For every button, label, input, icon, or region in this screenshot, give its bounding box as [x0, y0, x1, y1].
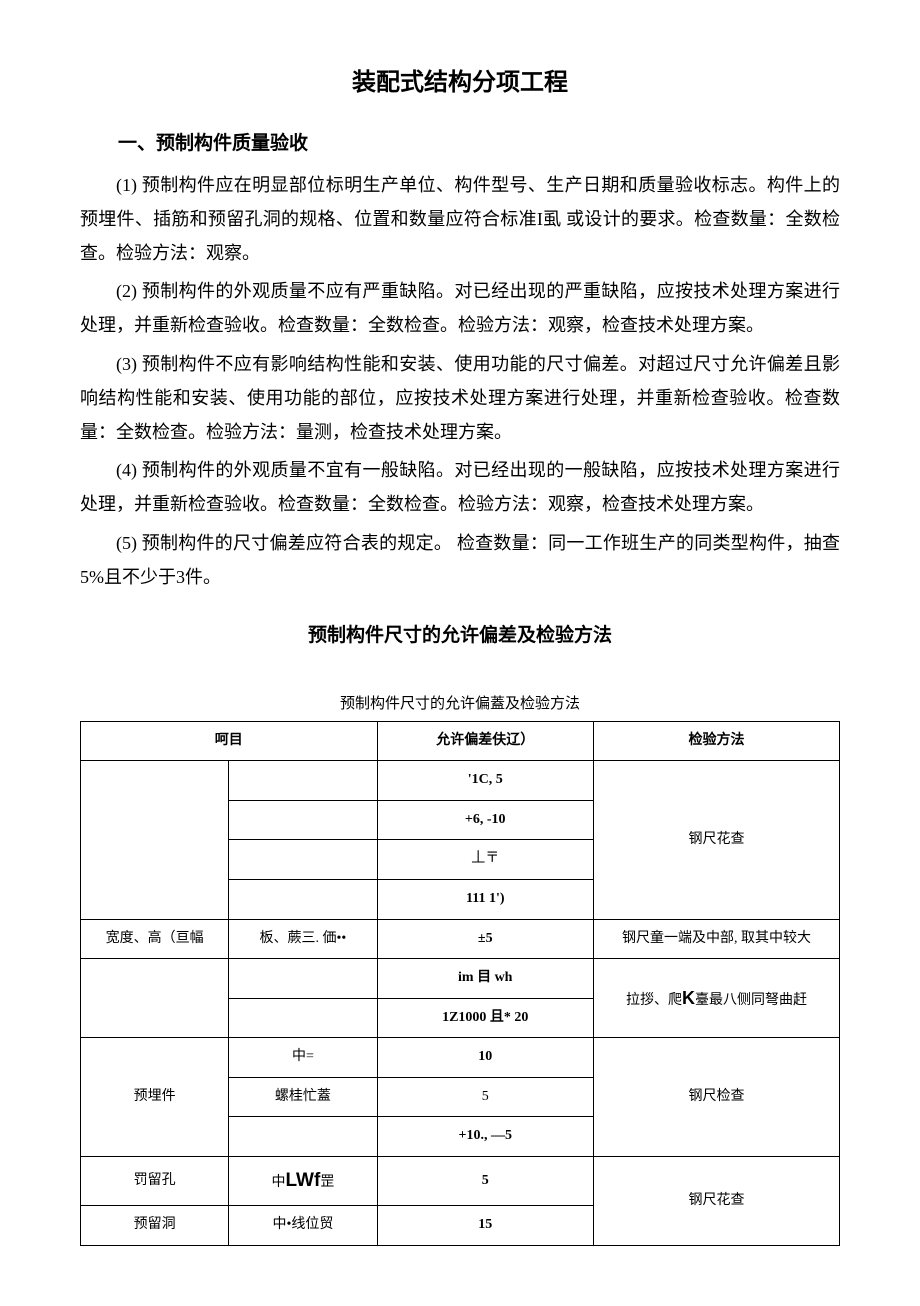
- table-row: 罚留孔 中LWf罡 5 钢尺花查: [81, 1157, 840, 1206]
- cell: 罚留孔: [81, 1157, 229, 1206]
- cell: [229, 1117, 377, 1157]
- cell: [81, 761, 229, 919]
- table-subtitle: 预制构件尺寸的允许偏差及检验方法: [80, 618, 840, 654]
- cell: +10., —5: [377, 1117, 593, 1157]
- document-title: 装配式结构分项工程: [80, 60, 840, 106]
- cell: 中LWf罡: [229, 1157, 377, 1206]
- cell: 拉拶、爬K臺最八侧同弩曲赶: [593, 959, 839, 1038]
- cell: [229, 800, 377, 840]
- paragraph-4: (4) 预制构件的外观质量不宜有一般缺陷。对已经出现的一般缺陷，应按技术处理方案…: [80, 453, 840, 521]
- cell: '1C, 5: [377, 761, 593, 801]
- cell: 预埋件: [81, 1038, 229, 1157]
- cell: 111 1'): [377, 879, 593, 919]
- cell: 螺桂忙蓋: [229, 1077, 377, 1117]
- table-row: 预埋件 中= 10 钢尺检查: [81, 1038, 840, 1078]
- cell: 钢尺花查: [593, 761, 839, 919]
- tolerance-table: 呵目 允许偏差伕辽） 检验方法 '1C, 5 钢尺花查 +6, -10 丄〒 1…: [80, 721, 840, 1246]
- cell: [229, 998, 377, 1038]
- cell: 钢尺检查: [593, 1038, 839, 1157]
- cell: [229, 761, 377, 801]
- cell: [229, 959, 377, 999]
- paragraph-2: (2) 预制构件的外观质量不应有严重缺陷。对已经出现的严重缺陷，应按技术处理方案…: [80, 274, 840, 342]
- cell: 中=: [229, 1038, 377, 1078]
- cell: [229, 879, 377, 919]
- paragraph-1: (1) 预制构件应在明显部位标明生产单位、构件型号、生产日期和质量验收标志。构件…: [80, 168, 840, 271]
- table-row: im 目 wh 拉拶、爬K臺最八侧同弩曲赶: [81, 959, 840, 999]
- paragraph-5: (5) 预制构件的尺寸偏差应符合表的规定。 检查数量：同一工作班生产的同类型构件…: [80, 526, 840, 594]
- cell: 10: [377, 1038, 593, 1078]
- header-method: 检验方法: [593, 721, 839, 761]
- cell: 钢尺花查: [593, 1157, 839, 1246]
- header-tolerance: 允许偏差伕辽）: [377, 721, 593, 761]
- cell: 预留洞: [81, 1206, 229, 1246]
- cell: 5: [377, 1157, 593, 1206]
- section-heading-1: 一、预制构件质量验收: [80, 126, 840, 162]
- cell: [81, 959, 229, 1038]
- cell: 宽度、高（亘幅: [81, 919, 229, 959]
- paragraph-3: (3) 预制构件不应有影响结构性能和安装、使用功能的尺寸偏差。对超过尺寸允许偏差…: [80, 347, 840, 450]
- cell: 钢尺童一端及中部, 取其中较大: [593, 919, 839, 959]
- cell: 1Z1000 且* 20: [377, 998, 593, 1038]
- table-row: '1C, 5 钢尺花查: [81, 761, 840, 801]
- cell: [229, 840, 377, 880]
- cell: +6, -10: [377, 800, 593, 840]
- header-item: 呵目: [81, 721, 378, 761]
- table-header-row: 呵目 允许偏差伕辽） 检验方法: [81, 721, 840, 761]
- table-row: 宽度、高（亘幅 板、蕨三. 価•• ±5 钢尺童一端及中部, 取其中较大: [81, 919, 840, 959]
- cell: 15: [377, 1206, 593, 1246]
- cell: 丄〒: [377, 840, 593, 880]
- cell: im 目 wh: [377, 959, 593, 999]
- cell: 板、蕨三. 価••: [229, 919, 377, 959]
- table-caption: 预制构件尺寸的允许偏蓋及检验方法: [80, 690, 840, 719]
- cell: 中•线位贸: [229, 1206, 377, 1246]
- cell: 5: [377, 1077, 593, 1117]
- cell: ±5: [377, 919, 593, 959]
